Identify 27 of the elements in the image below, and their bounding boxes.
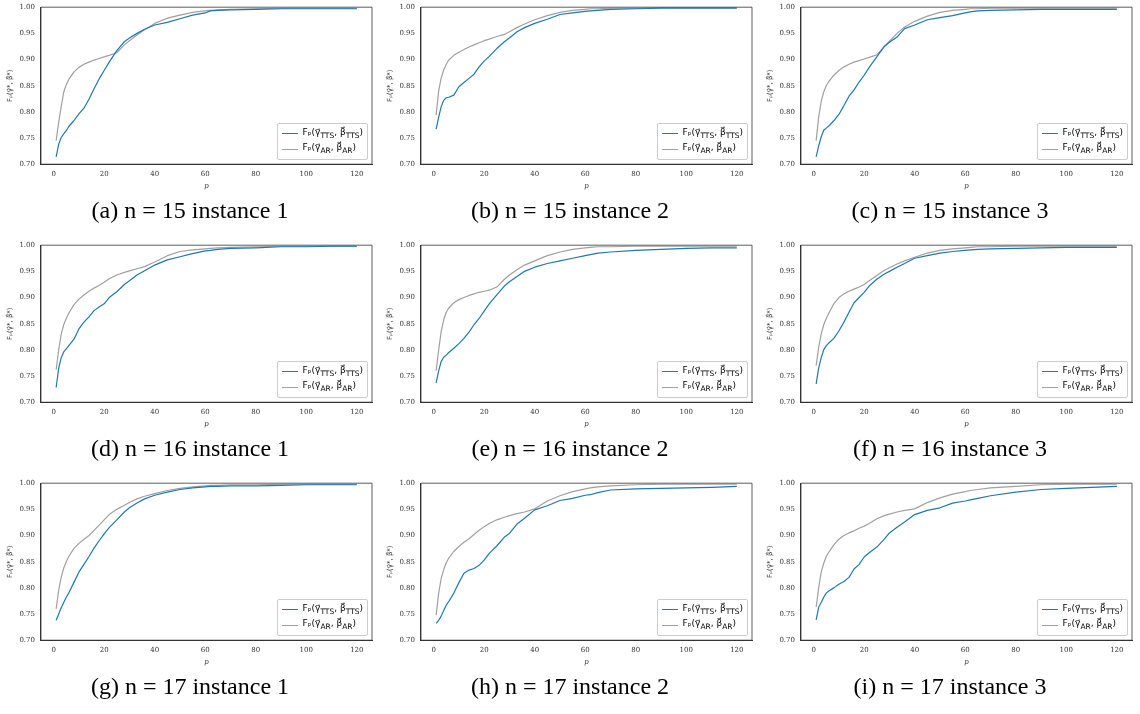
- legend-label: Fₚ(γ⃗$_{TTS}$, β⃗$_{TTS}$): [302, 601, 363, 617]
- legend-label: Fₚ(γ⃗$_{TTS}$, β⃗$_{TTS}$): [1062, 125, 1123, 141]
- legend-label: Fₚ(γ⃗$_{AR}$, β⃗$_{AR}$): [682, 379, 737, 396]
- legend-label: Fₚ(γ⃗$_{AR}$, β⃗$_{AR}$): [682, 617, 737, 634]
- text: (c) n = 15 instance 3: [850, 196, 1050, 225]
- legend-label: Fₚ(γ⃗$_{AR}$, β⃗$_{AR}$): [302, 379, 357, 396]
- legend-label: Fₚ(γ⃗$_{TTS}$, β⃗$_{TTS}$): [302, 125, 363, 141]
- legend-label: Fₚ(γ⃗$_{TTS}$, β⃗$_{TTS}$): [1062, 363, 1123, 379]
- legend-label: Fₚ(γ⃗$_{AR}$, β⃗$_{AR}$): [1062, 379, 1117, 396]
- legend-label: Fₚ(γ⃗$_{TTS}$, β⃗$_{TTS}$): [682, 125, 743, 141]
- legend-label: Fₚ(γ⃗$_{TTS}$, β⃗$_{TTS}$): [1062, 601, 1123, 617]
- legend-label: Fₚ(γ⃗$_{AR}$, β⃗$_{AR}$): [302, 617, 357, 634]
- text: (i) n = 17 instance 3: [852, 672, 1048, 701]
- legend-label: Fₚ(γ⃗$_{AR}$, β⃗$_{AR}$): [1062, 141, 1117, 158]
- text: (g) n = 17 instance 1: [89, 672, 291, 701]
- legend-label: Fₚ(γ⃗$_{AR}$, β⃗$_{AR}$): [1062, 617, 1117, 634]
- text: (a) n = 15 instance 1: [90, 196, 290, 225]
- legend-label: Fₚ(γ⃗$_{AR}$, β⃗$_{AR}$): [682, 141, 737, 158]
- text: (h) n = 17 instance 2: [469, 672, 671, 701]
- legend-label: Fₚ(γ⃗$_{TTS}$, β⃗$_{TTS}$): [682, 601, 743, 617]
- legend-label: Fₚ(γ⃗$_{TTS}$, β⃗$_{TTS}$): [682, 363, 743, 379]
- legend-label: Fₚ(γ⃗$_{AR}$, β⃗$_{AR}$): [302, 141, 357, 158]
- text: (d) n = 16 instance 1: [89, 434, 291, 463]
- text: (b) n = 15 instance 2: [469, 196, 671, 225]
- text: (e) n = 16 instance 2: [470, 434, 670, 463]
- legend-label: Fₚ(γ⃗$_{TTS}$, β⃗$_{TTS}$): [302, 363, 363, 379]
- text: (f) n = 16 instance 3: [851, 434, 1049, 463]
